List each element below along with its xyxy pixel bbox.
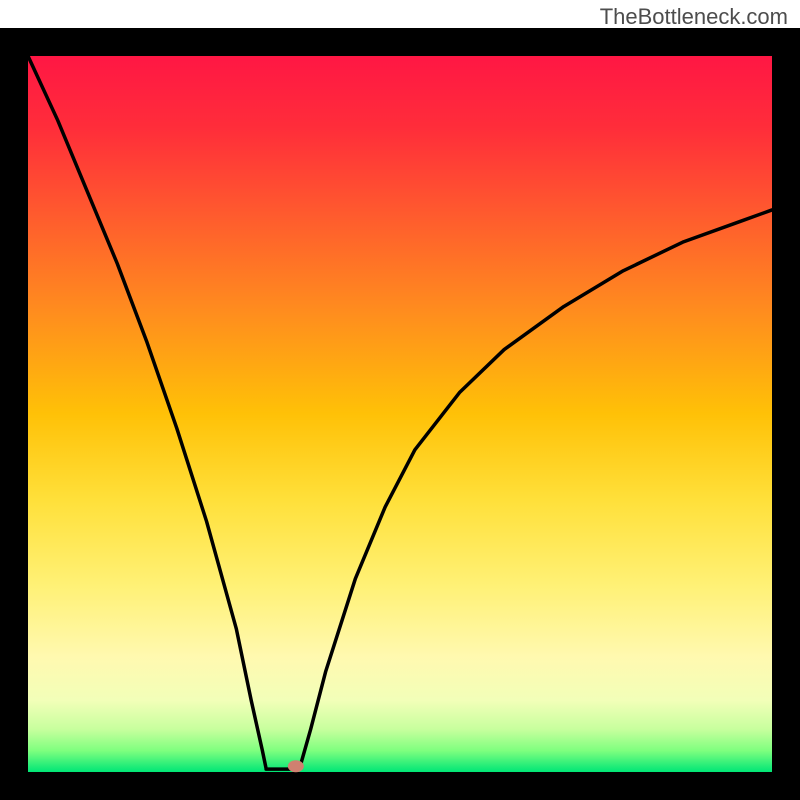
watermark-text: TheBottleneck.com — [600, 4, 788, 30]
optimal-point-marker — [288, 760, 304, 772]
bottleneck-chart — [0, 0, 800, 800]
chart-background — [28, 56, 772, 772]
chart-container: TheBottleneck.com — [0, 0, 800, 800]
